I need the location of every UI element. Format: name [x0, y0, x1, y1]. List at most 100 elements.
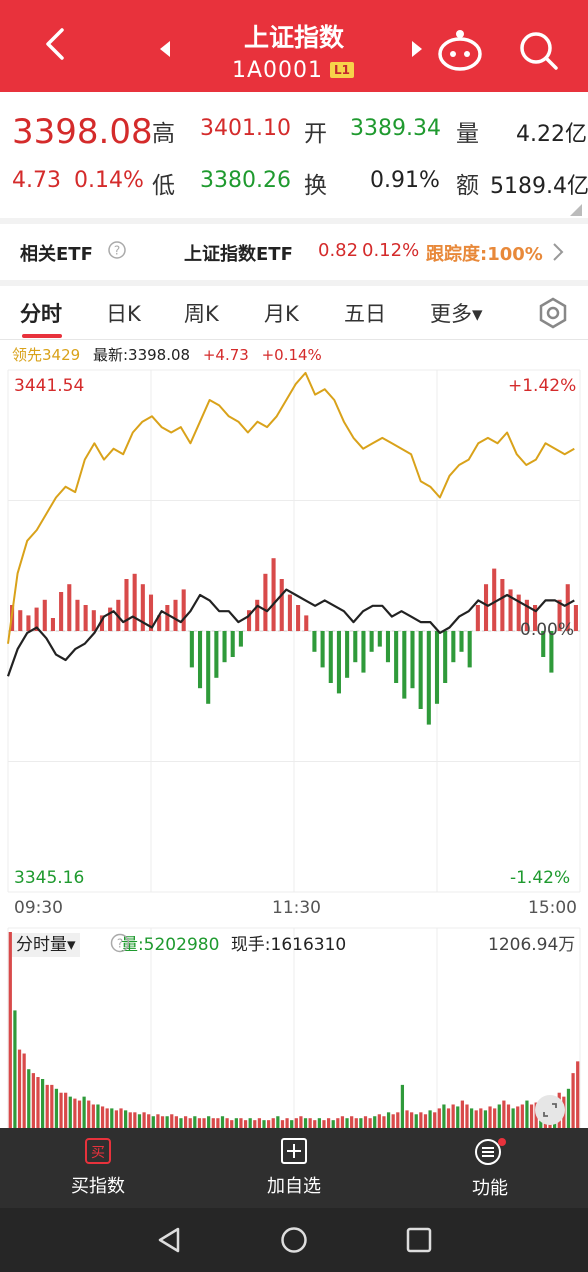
volume-max-label: 1206.94万 [488, 935, 576, 955]
turnover-label: 换 [304, 173, 327, 199]
pressure-bar [108, 607, 113, 631]
pressure-bar [197, 631, 203, 689]
volume-selector[interactable]: 分时量▾ [12, 933, 80, 957]
volume-bar [285, 1118, 289, 1128]
volume-bar [91, 1104, 95, 1128]
pressure-bar [410, 631, 415, 689]
volume-bar [340, 1116, 345, 1128]
pressure-bar [148, 594, 154, 631]
settings-icon[interactable] [536, 296, 570, 330]
volume-bar [571, 1073, 575, 1128]
nav-home-icon[interactable] [280, 1226, 308, 1254]
intraday-chart[interactable] [0, 366, 588, 920]
pressure-bar [508, 589, 513, 631]
pressure-bar [475, 605, 480, 631]
volume-bar [174, 1116, 178, 1128]
pressure-bar [573, 605, 578, 631]
next-stock-icon[interactable] [410, 40, 424, 58]
pressure-bar [263, 573, 268, 631]
volume-bar [151, 1116, 155, 1128]
volume-bar [493, 1108, 497, 1128]
pressure-bar [500, 579, 505, 631]
volume-bar [456, 1106, 460, 1128]
volume-bar [326, 1118, 331, 1128]
pressure-bar [206, 631, 211, 704]
volume-bar [451, 1104, 455, 1128]
related-etf-row[interactable]: 相关ETF ? 上证指数ETF 0.82 0.12% 跟踪度:100% [0, 224, 588, 280]
pressure-bar [426, 631, 431, 725]
add-watchlist-button[interactable]: 加自选 [234, 1138, 354, 1198]
nav-recent-icon[interactable] [406, 1227, 432, 1253]
buy-icon: 买 [85, 1138, 111, 1164]
x-tick-mid: 11:30 [272, 898, 321, 918]
volume-bar [225, 1118, 229, 1128]
volume-bar [137, 1114, 142, 1128]
tab-five-day[interactable]: 五日 [344, 302, 386, 326]
pressure-bar [361, 631, 366, 673]
tab-weekly-k[interactable]: 周K [184, 302, 219, 326]
previous-stock-icon[interactable] [158, 40, 172, 58]
pressure-bar [557, 599, 562, 631]
volume-bar [239, 1118, 243, 1128]
volume-bar [257, 1118, 262, 1128]
tab-intraday[interactable]: 分时 [20, 302, 62, 326]
volume-bar [414, 1114, 418, 1128]
back-arrow-icon[interactable] [36, 24, 76, 64]
tab-daily-k[interactable]: 日K [106, 302, 141, 326]
nav-back-icon[interactable] [156, 1226, 182, 1254]
volume-bar [216, 1118, 220, 1128]
volume-bar [253, 1120, 257, 1128]
volume-bar [114, 1110, 119, 1128]
pressure-bar [75, 599, 80, 631]
volume-bar [350, 1116, 354, 1128]
volume-bar [400, 1084, 405, 1128]
fullscreen-icon[interactable] [534, 1094, 566, 1126]
volume-bar [160, 1116, 165, 1128]
tab-more[interactable]: 更多▾ [430, 302, 483, 326]
pct-min-label: -1.42% [510, 868, 571, 888]
volume-bar [267, 1120, 271, 1128]
help-icon[interactable]: ? [110, 933, 130, 953]
volume-bar [474, 1110, 478, 1128]
volume-bar [243, 1120, 248, 1128]
divider [0, 280, 588, 286]
volume-bar [363, 1116, 368, 1128]
pressure-bar [26, 615, 31, 631]
svg-text:买: 买 [91, 1145, 105, 1161]
mid-pct-label: 0.00% [520, 620, 575, 640]
buy-index-button[interactable]: 买 买指数 [38, 1138, 158, 1198]
pressure-bar [279, 579, 284, 631]
x-tick-end: 15:00 [528, 898, 577, 918]
volume-bar [442, 1104, 446, 1128]
volume-bar [36, 1077, 40, 1128]
volume-bar [197, 1118, 202, 1128]
volume-bar [202, 1118, 206, 1128]
pressure-bar [394, 631, 399, 683]
pressure-bar [451, 631, 456, 663]
expand-corner-icon[interactable] [570, 204, 582, 216]
help-icon[interactable]: ? [108, 241, 126, 259]
volume-bar [520, 1104, 524, 1128]
pressure-bar [385, 631, 391, 663]
pressure-bar [443, 631, 448, 683]
volume-bar [419, 1112, 423, 1128]
turnover-value: 0.91% [370, 168, 440, 193]
price-change-pct: 0.14% [74, 168, 144, 193]
functions-button[interactable]: 功能 [430, 1138, 550, 1200]
svg-text:?: ? [114, 244, 120, 258]
volume-bar [373, 1116, 377, 1128]
robot-assistant-icon[interactable] [434, 28, 486, 72]
volume-bar [502, 1100, 506, 1128]
price-change: 4.73 [12, 168, 61, 193]
search-icon[interactable] [518, 30, 560, 72]
volume-bar [525, 1100, 529, 1128]
add-watchlist-label: 加自选 [267, 1176, 321, 1197]
tab-monthly-k[interactable]: 月K [264, 302, 299, 326]
volume-bar [294, 1118, 298, 1128]
pressure-bar [255, 599, 260, 631]
etf-name: 上证指数ETF [184, 244, 293, 265]
volume-bar [183, 1116, 188, 1128]
volume-bar [170, 1114, 174, 1128]
pressure-bar [18, 610, 23, 631]
pressure-bar [312, 631, 317, 652]
